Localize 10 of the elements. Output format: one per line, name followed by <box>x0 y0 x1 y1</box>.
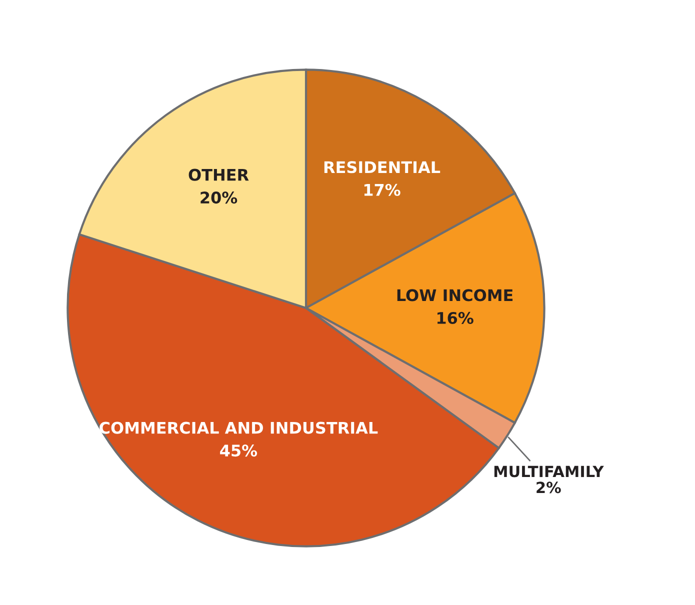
data-label: 16% <box>437 312 474 324</box>
data-label: 45% <box>220 444 258 457</box>
slice-label: OTHER <box>188 168 249 181</box>
data-label: 17% <box>364 184 400 196</box>
slice-label: RESIDENTIAL <box>324 161 440 174</box>
data-label: 2% <box>536 482 561 494</box>
data-label: 20% <box>200 192 238 204</box>
slice-label: MULTIFAMILY <box>494 466 604 478</box>
slice-label: LOW INCOME <box>397 289 513 302</box>
slice-label: COMMERCIAL AND INDUSTRIAL <box>100 422 378 434</box>
